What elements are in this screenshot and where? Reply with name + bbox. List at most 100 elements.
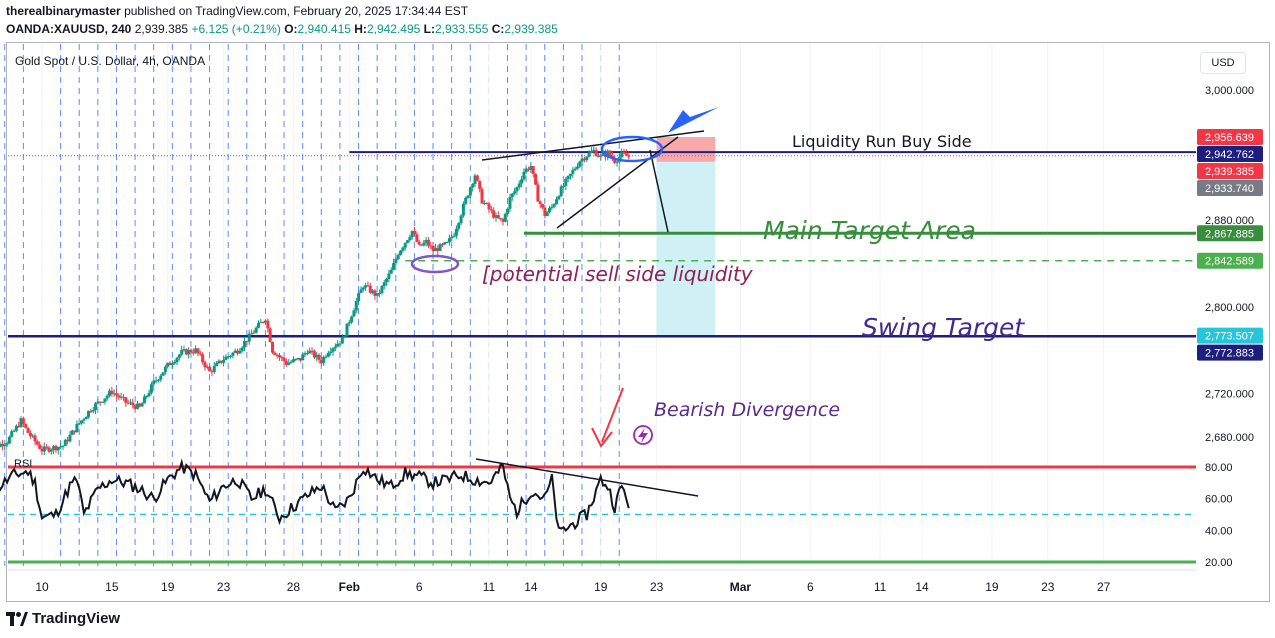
candle-body <box>233 350 237 353</box>
candle-body <box>301 354 305 361</box>
candle-body <box>575 166 579 169</box>
candle-body <box>615 161 619 163</box>
drawings <box>410 107 719 448</box>
low-value: 2,933.555 <box>435 22 489 36</box>
candle-body <box>280 357 284 359</box>
candle-body <box>515 187 519 192</box>
price-badge <box>1197 146 1263 163</box>
chart-legend[interactable]: Gold Spot / U.S. Dollar, 4h, OANDA <box>15 54 206 68</box>
candle-body <box>461 203 465 216</box>
candle-body <box>378 293 382 295</box>
price-badge <box>1197 129 1263 146</box>
candle-body <box>457 222 461 229</box>
candle-body <box>105 395 109 399</box>
candle-body <box>196 348 200 354</box>
purple-ellipse <box>410 254 460 274</box>
candle-body <box>345 323 349 337</box>
time-tick-label: Mar <box>730 580 752 594</box>
candle-body <box>147 392 151 396</box>
candle-body <box>128 402 132 404</box>
candle-body <box>408 237 412 241</box>
candle-body <box>247 333 251 342</box>
candle-body <box>12 430 16 432</box>
candle-body <box>82 419 86 421</box>
candle-body <box>510 193 514 198</box>
candle-body <box>480 188 484 204</box>
rsi-legend[interactable]: RSI <box>14 458 33 470</box>
candle-body <box>52 446 56 450</box>
candle-body <box>357 293 361 302</box>
candle-body <box>219 360 223 363</box>
swing-target-label: Swing Target <box>862 313 1025 342</box>
candle-body <box>140 403 144 407</box>
candle-body <box>252 332 256 334</box>
time-tick-label: 15 <box>105 580 119 594</box>
price-badge-label: 2,956.639 <box>1205 132 1254 144</box>
candle-body <box>429 245 433 247</box>
candle-body <box>7 436 11 444</box>
candle-body <box>308 350 312 354</box>
price-badge-label: 2,942.762 <box>1205 149 1254 161</box>
candle-body <box>117 395 121 398</box>
candle-body <box>471 183 475 188</box>
candle-body <box>482 202 486 204</box>
candle-body <box>338 343 342 345</box>
candle-body <box>210 371 214 373</box>
time-tick-label: 6 <box>807 580 814 594</box>
candle-body <box>368 285 372 293</box>
tradingview-logo[interactable]: TradingView <box>6 610 120 627</box>
candle-body <box>38 444 42 449</box>
candle-body <box>291 359 295 362</box>
candle-body <box>499 218 503 220</box>
candle-body <box>266 320 270 329</box>
candle-body <box>324 356 328 358</box>
candle-body <box>63 439 67 446</box>
candle-body <box>513 191 517 194</box>
candle-body <box>170 363 174 366</box>
open-label: O: <box>284 22 298 36</box>
candle-body <box>31 435 35 437</box>
candle-body <box>270 342 274 353</box>
candle-body <box>94 403 98 411</box>
candle-body <box>159 375 163 380</box>
candle-body <box>40 448 44 452</box>
candle-body <box>543 207 547 217</box>
candle-body <box>627 155 631 157</box>
low-label: L: <box>423 22 435 36</box>
candle-body <box>152 380 156 385</box>
candle-body <box>417 241 421 245</box>
candle-body <box>361 287 365 290</box>
currency-button[interactable]: USD <box>1200 52 1246 74</box>
candle-body <box>517 183 521 188</box>
candle-body <box>589 151 593 153</box>
publish-info: therealbinarymaster published on Trading… <box>6 4 468 18</box>
price-tick-label: 2,720.000 <box>1205 389 1254 401</box>
candle-body <box>243 341 247 348</box>
candle-body <box>238 350 242 354</box>
candle-body <box>224 356 228 360</box>
candle-body <box>191 352 195 354</box>
candle-body <box>422 242 426 246</box>
candle-body <box>126 402 130 404</box>
candle-body <box>70 430 74 435</box>
candle-body <box>622 152 626 154</box>
candle-body <box>347 322 351 324</box>
candle-body <box>3 444 7 447</box>
lightning-bolt-icon <box>638 428 648 443</box>
candle-body <box>19 418 23 427</box>
candle-body <box>226 356 230 358</box>
time-tick-label: 11 <box>874 580 887 594</box>
candle-body <box>555 199 559 205</box>
candle-body <box>620 152 624 158</box>
candle-body <box>315 354 319 358</box>
candle-body <box>282 357 286 362</box>
candle-body <box>403 242 407 248</box>
price-badge <box>1197 327 1263 344</box>
candle-body <box>317 354 321 360</box>
liquidity-run-label: Liquidity Run Buy Side <box>792 132 972 151</box>
author-name[interactable]: therealbinarymaster <box>6 4 121 18</box>
candle-body <box>5 443 9 445</box>
last-price: 2,939.385 <box>134 22 189 36</box>
candle-body <box>303 353 307 355</box>
